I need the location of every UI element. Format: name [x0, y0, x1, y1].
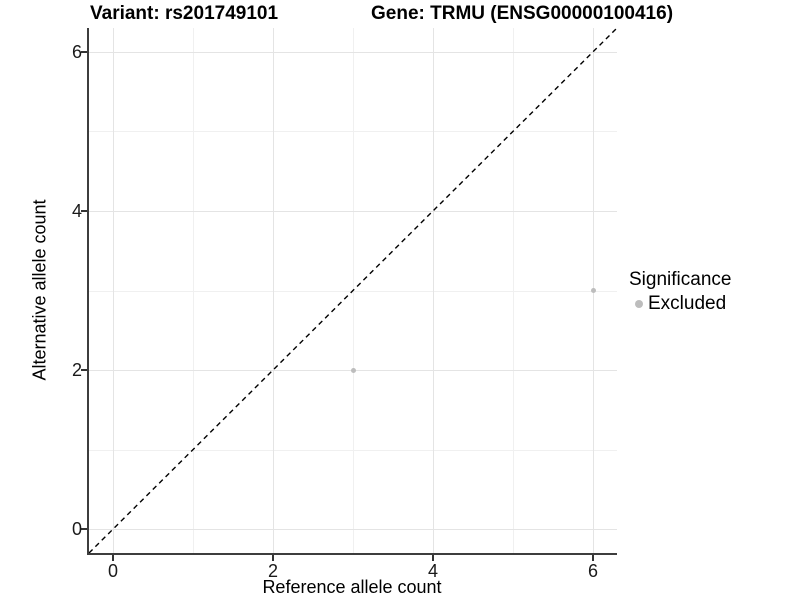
x-tick-label-2: 2	[267, 561, 279, 581]
x-tick-mark-0	[112, 555, 114, 561]
major-gridline-x-2	[273, 28, 274, 553]
x-tick-label-6: 6	[587, 561, 599, 581]
identity-line	[89, 28, 617, 553]
y-tick-label-2: 2	[71, 360, 82, 381]
major-gridline-y-0	[89, 529, 617, 531]
y-tick-label-0: 0	[71, 519, 82, 540]
minor-gridline-y-1	[89, 449, 617, 451]
major-gridline-x-0	[113, 28, 114, 553]
major-gridline-y-6	[89, 51, 617, 53]
plot-title-gene: Gene: TRMU (ENSG00000100416)	[371, 3, 674, 24]
y-tick-mark-2	[81, 369, 87, 372]
legend-point-icon	[635, 300, 643, 308]
legend-item-label: Excluded	[648, 293, 727, 314]
y-tick-mark-0	[81, 528, 87, 531]
y-tick-label-4: 4	[71, 200, 82, 221]
x-tick-mark-4	[432, 555, 434, 561]
legend-item-excluded: Excluded	[635, 293, 731, 315]
x-tick-mark-2	[272, 555, 274, 561]
x-tick-label-0: 0	[107, 561, 119, 581]
y-tick-mark-4	[81, 209, 87, 212]
y-axis-title: Alternative allele count	[29, 199, 50, 381]
minor-gridline-y-5	[89, 131, 617, 133]
legend-title: Significance	[629, 269, 732, 290]
major-gridline-y-4	[89, 210, 617, 212]
legend: Significance Excluded	[629, 269, 731, 315]
plot-panel	[87, 28, 617, 555]
y-tick-label-6: 6	[71, 41, 82, 62]
identity-dashed-line	[89, 28, 617, 553]
x-axis-title: Reference allele count	[262, 577, 442, 597]
data-point-3-2	[350, 367, 356, 373]
y-tick-mark-6	[81, 50, 87, 53]
major-gridline-x-4	[433, 28, 434, 553]
x-tick-label-4: 4	[427, 561, 439, 581]
plot-title-variant: Variant: rs201749101	[90, 3, 279, 24]
data-point-6-3	[590, 288, 596, 293]
x-tick-mark-6	[592, 555, 594, 561]
